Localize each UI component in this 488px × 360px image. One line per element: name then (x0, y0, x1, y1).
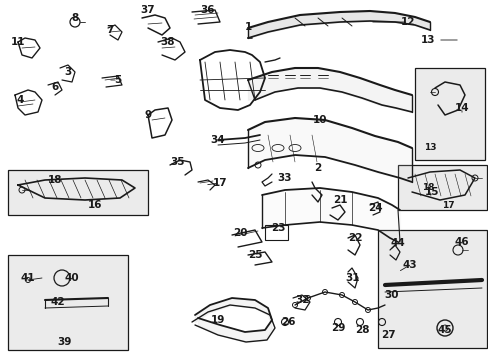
Text: 39: 39 (58, 337, 72, 347)
Text: 42: 42 (51, 297, 65, 307)
Bar (377, 230, 486, 348)
Text: 10: 10 (312, 115, 326, 125)
Text: 13: 13 (423, 144, 435, 153)
Text: 14: 14 (454, 103, 468, 113)
Text: 26: 26 (280, 317, 295, 327)
Text: 3: 3 (64, 67, 71, 77)
Text: 45: 45 (437, 325, 451, 335)
Text: 30: 30 (384, 290, 398, 300)
Text: 17: 17 (441, 201, 453, 210)
Text: 25: 25 (247, 250, 262, 260)
Text: 5: 5 (114, 75, 122, 85)
Text: 36: 36 (201, 5, 215, 15)
Text: 34: 34 (210, 135, 225, 145)
Text: 37: 37 (141, 5, 155, 15)
Bar (414, 68, 484, 160)
Text: 20: 20 (232, 228, 247, 238)
Text: 33: 33 (277, 173, 292, 183)
Bar (397, 165, 486, 210)
Text: 24: 24 (367, 203, 382, 213)
Text: 9: 9 (144, 110, 151, 120)
Text: 29: 29 (330, 323, 345, 333)
Text: 32: 32 (295, 295, 309, 305)
Bar (8, 170, 148, 215)
Text: 18: 18 (48, 175, 62, 185)
Text: 11: 11 (11, 37, 25, 47)
Text: 35: 35 (170, 157, 185, 167)
Text: 40: 40 (64, 273, 79, 283)
Text: 6: 6 (51, 82, 59, 92)
Bar (264, 225, 287, 240)
Text: 4: 4 (16, 95, 23, 105)
Text: 1: 1 (244, 22, 251, 32)
Text: 7: 7 (106, 25, 113, 35)
Text: 38: 38 (161, 37, 175, 47)
Text: 27: 27 (380, 330, 394, 340)
Text: 43: 43 (402, 260, 416, 270)
Text: 28: 28 (354, 325, 368, 335)
Text: 17: 17 (212, 178, 227, 188)
Text: 21: 21 (332, 195, 346, 205)
Text: 13: 13 (420, 35, 434, 45)
Text: 46: 46 (454, 237, 468, 247)
Text: 12: 12 (400, 17, 414, 27)
Text: 31: 31 (345, 273, 360, 283)
Bar (8, 255, 128, 350)
Text: 44: 44 (390, 238, 405, 248)
Text: 41: 41 (20, 273, 35, 283)
Text: 16: 16 (87, 200, 102, 210)
Text: 18: 18 (421, 184, 433, 193)
Text: 15: 15 (424, 187, 438, 197)
Text: 8: 8 (71, 13, 79, 23)
Text: 2: 2 (314, 163, 321, 173)
Text: 23: 23 (270, 223, 285, 233)
Text: 22: 22 (347, 233, 362, 243)
Text: 19: 19 (210, 315, 225, 325)
